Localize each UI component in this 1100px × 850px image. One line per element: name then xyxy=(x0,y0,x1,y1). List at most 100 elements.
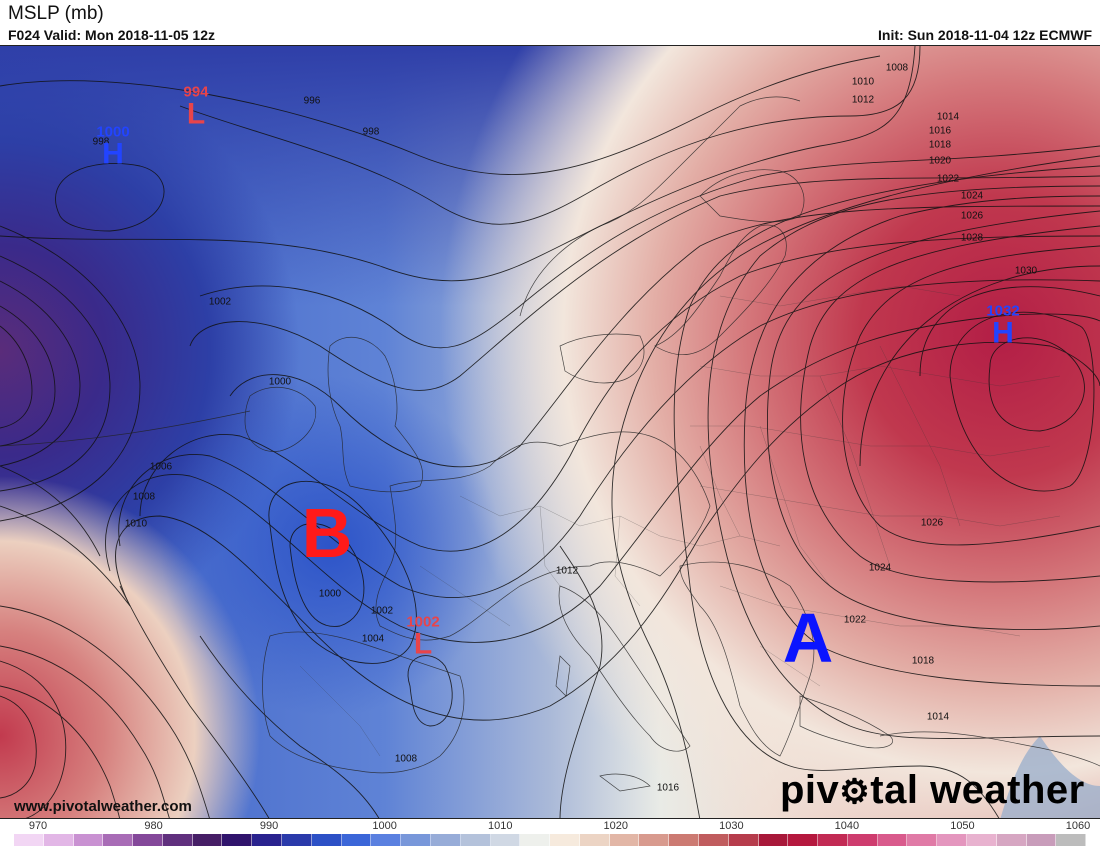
isobar-label: 1024 xyxy=(868,562,892,574)
scale-tick-label: 1000 xyxy=(372,820,397,832)
scale-tick-label: 1050 xyxy=(950,820,975,832)
low-pressure-center: 994 L xyxy=(183,85,208,130)
annotation-letter-a: A xyxy=(782,599,834,677)
scale-swatch xyxy=(937,834,967,846)
map-canvas xyxy=(0,46,1100,818)
isobar-label: 1006 xyxy=(149,461,173,473)
scale-swatch xyxy=(609,834,640,846)
isobar-label: 1004 xyxy=(361,633,385,645)
isobar-label: 1022 xyxy=(843,614,867,626)
scale-swatch xyxy=(996,834,1027,846)
valid-time: F024 Valid: Mon 2018-11-05 12z xyxy=(8,27,215,43)
isobar-label: 1010 xyxy=(124,518,148,530)
isobar-label: 996 xyxy=(303,95,321,107)
high-pressure-center: 1000 H xyxy=(96,125,129,170)
scale-swatch xyxy=(371,834,402,846)
brand-text-end: tal weather xyxy=(870,768,1085,812)
low-pressure-center: 1002 L xyxy=(406,615,439,660)
website-link[interactable]: www.pivotalweather.com xyxy=(14,798,192,815)
center-letter: L xyxy=(186,97,206,131)
scale-swatch xyxy=(698,834,729,846)
scale-swatch xyxy=(818,834,848,846)
annotation-letter-b: B xyxy=(301,494,353,572)
scale-tick-label: 980 xyxy=(144,820,163,832)
isobar-label: 1002 xyxy=(370,605,394,617)
isobar-label: 1016 xyxy=(656,782,680,794)
center-letter: H xyxy=(102,137,124,171)
scale-tick-label: 1040 xyxy=(834,820,860,832)
isobar-label: 1024 xyxy=(960,190,984,202)
scale-tick-label: 1020 xyxy=(603,820,629,832)
scale-tick-label: 1030 xyxy=(719,820,744,832)
scale-swatch xyxy=(43,834,74,846)
center-letter: H xyxy=(992,316,1014,350)
scale-tick-label: 970 xyxy=(28,820,48,832)
isobar-label: 1008 xyxy=(885,62,909,74)
scale-swatch xyxy=(103,834,134,846)
isobar-label: 1016 xyxy=(928,125,952,137)
isobar-label: 1026 xyxy=(920,517,944,529)
scale-bar xyxy=(14,834,1087,846)
scale-tick-label: 1060 xyxy=(1065,820,1091,832)
isobar-label: 1000 xyxy=(318,588,342,600)
scale-swatch xyxy=(877,834,908,846)
scale-swatch xyxy=(14,834,44,846)
scale-swatch xyxy=(311,834,342,846)
color-scale: 970 980 990 1000 1010 1020 1030 1040 1050 1060 xyxy=(14,820,1090,848)
scale-swatch xyxy=(133,834,163,846)
borders xyxy=(299,285,1061,757)
scale-swatch xyxy=(728,834,759,846)
isobar-label: 1002 xyxy=(208,296,232,308)
isobar-label: 1000 xyxy=(268,376,292,388)
scale-swatch xyxy=(788,834,819,846)
isobar-label: 1008 xyxy=(132,491,156,503)
brand-text-start: piv xyxy=(780,768,840,812)
center-value: 994 xyxy=(183,83,209,101)
brand-logo: piv⚙tal weather xyxy=(780,768,1085,813)
init-time: Init: Sun 2018-11-04 12z ECMWF xyxy=(878,27,1092,43)
scale-swatch xyxy=(401,834,431,846)
high-pressure-center: 1032 H xyxy=(986,304,1019,349)
center-value: 1032 xyxy=(986,302,1020,320)
gear-icon: ⚙ xyxy=(839,773,871,811)
product-title: MSLP (mb) xyxy=(8,3,104,24)
isobar-label: 1018 xyxy=(911,655,935,667)
isobar-label: 998 xyxy=(92,136,110,148)
isobar-label: 1018 xyxy=(928,139,952,151)
pressure-map[interactable]: 1008 1010 1012 1014 1016 1018 1020 1022 1024 1026… xyxy=(0,45,1100,819)
scale-swatch xyxy=(967,834,997,846)
scale-swatch xyxy=(162,834,193,846)
scale-swatch xyxy=(460,834,491,846)
isobar-label: 1012 xyxy=(555,565,579,577)
isobar-label: 1014 xyxy=(926,711,950,723)
scale-swatch xyxy=(639,834,670,846)
scale-swatch xyxy=(341,834,372,846)
scale-swatch xyxy=(73,834,104,846)
isobar-label: 1020 xyxy=(928,155,952,167)
scale-tick-label: 990 xyxy=(259,820,279,832)
scale-swatch xyxy=(1026,834,1057,846)
scale-swatch xyxy=(669,834,699,846)
scale-swatch xyxy=(490,834,521,846)
coastlines xyxy=(0,96,1100,792)
isobar-label: 1022 xyxy=(936,173,960,185)
scale-swatch xyxy=(282,834,312,846)
scale-swatch xyxy=(430,834,461,846)
isobar-label: 1026 xyxy=(960,210,984,222)
isobar-label: 1030 xyxy=(1014,265,1038,277)
center-value: 1000 xyxy=(96,123,130,141)
center-letter: L xyxy=(413,627,433,661)
header: MSLP (mb) F024 Valid: Mon 2018-11-05 12z… xyxy=(0,0,1100,46)
scale-swatch xyxy=(579,834,610,846)
isobar-label: 1014 xyxy=(936,111,960,123)
isobar-label: 1008 xyxy=(394,753,418,765)
center-value: 1002 xyxy=(406,613,440,631)
isobar-label: 1028 xyxy=(960,232,984,244)
scale-swatch xyxy=(252,834,283,846)
isobar-label: 998 xyxy=(362,126,380,138)
scale-swatch xyxy=(192,834,223,846)
scale-swatch xyxy=(1056,834,1087,846)
isobar-lines xyxy=(0,46,1100,818)
isobar-label: 1010 xyxy=(851,76,875,88)
scale-swatch xyxy=(222,834,253,846)
